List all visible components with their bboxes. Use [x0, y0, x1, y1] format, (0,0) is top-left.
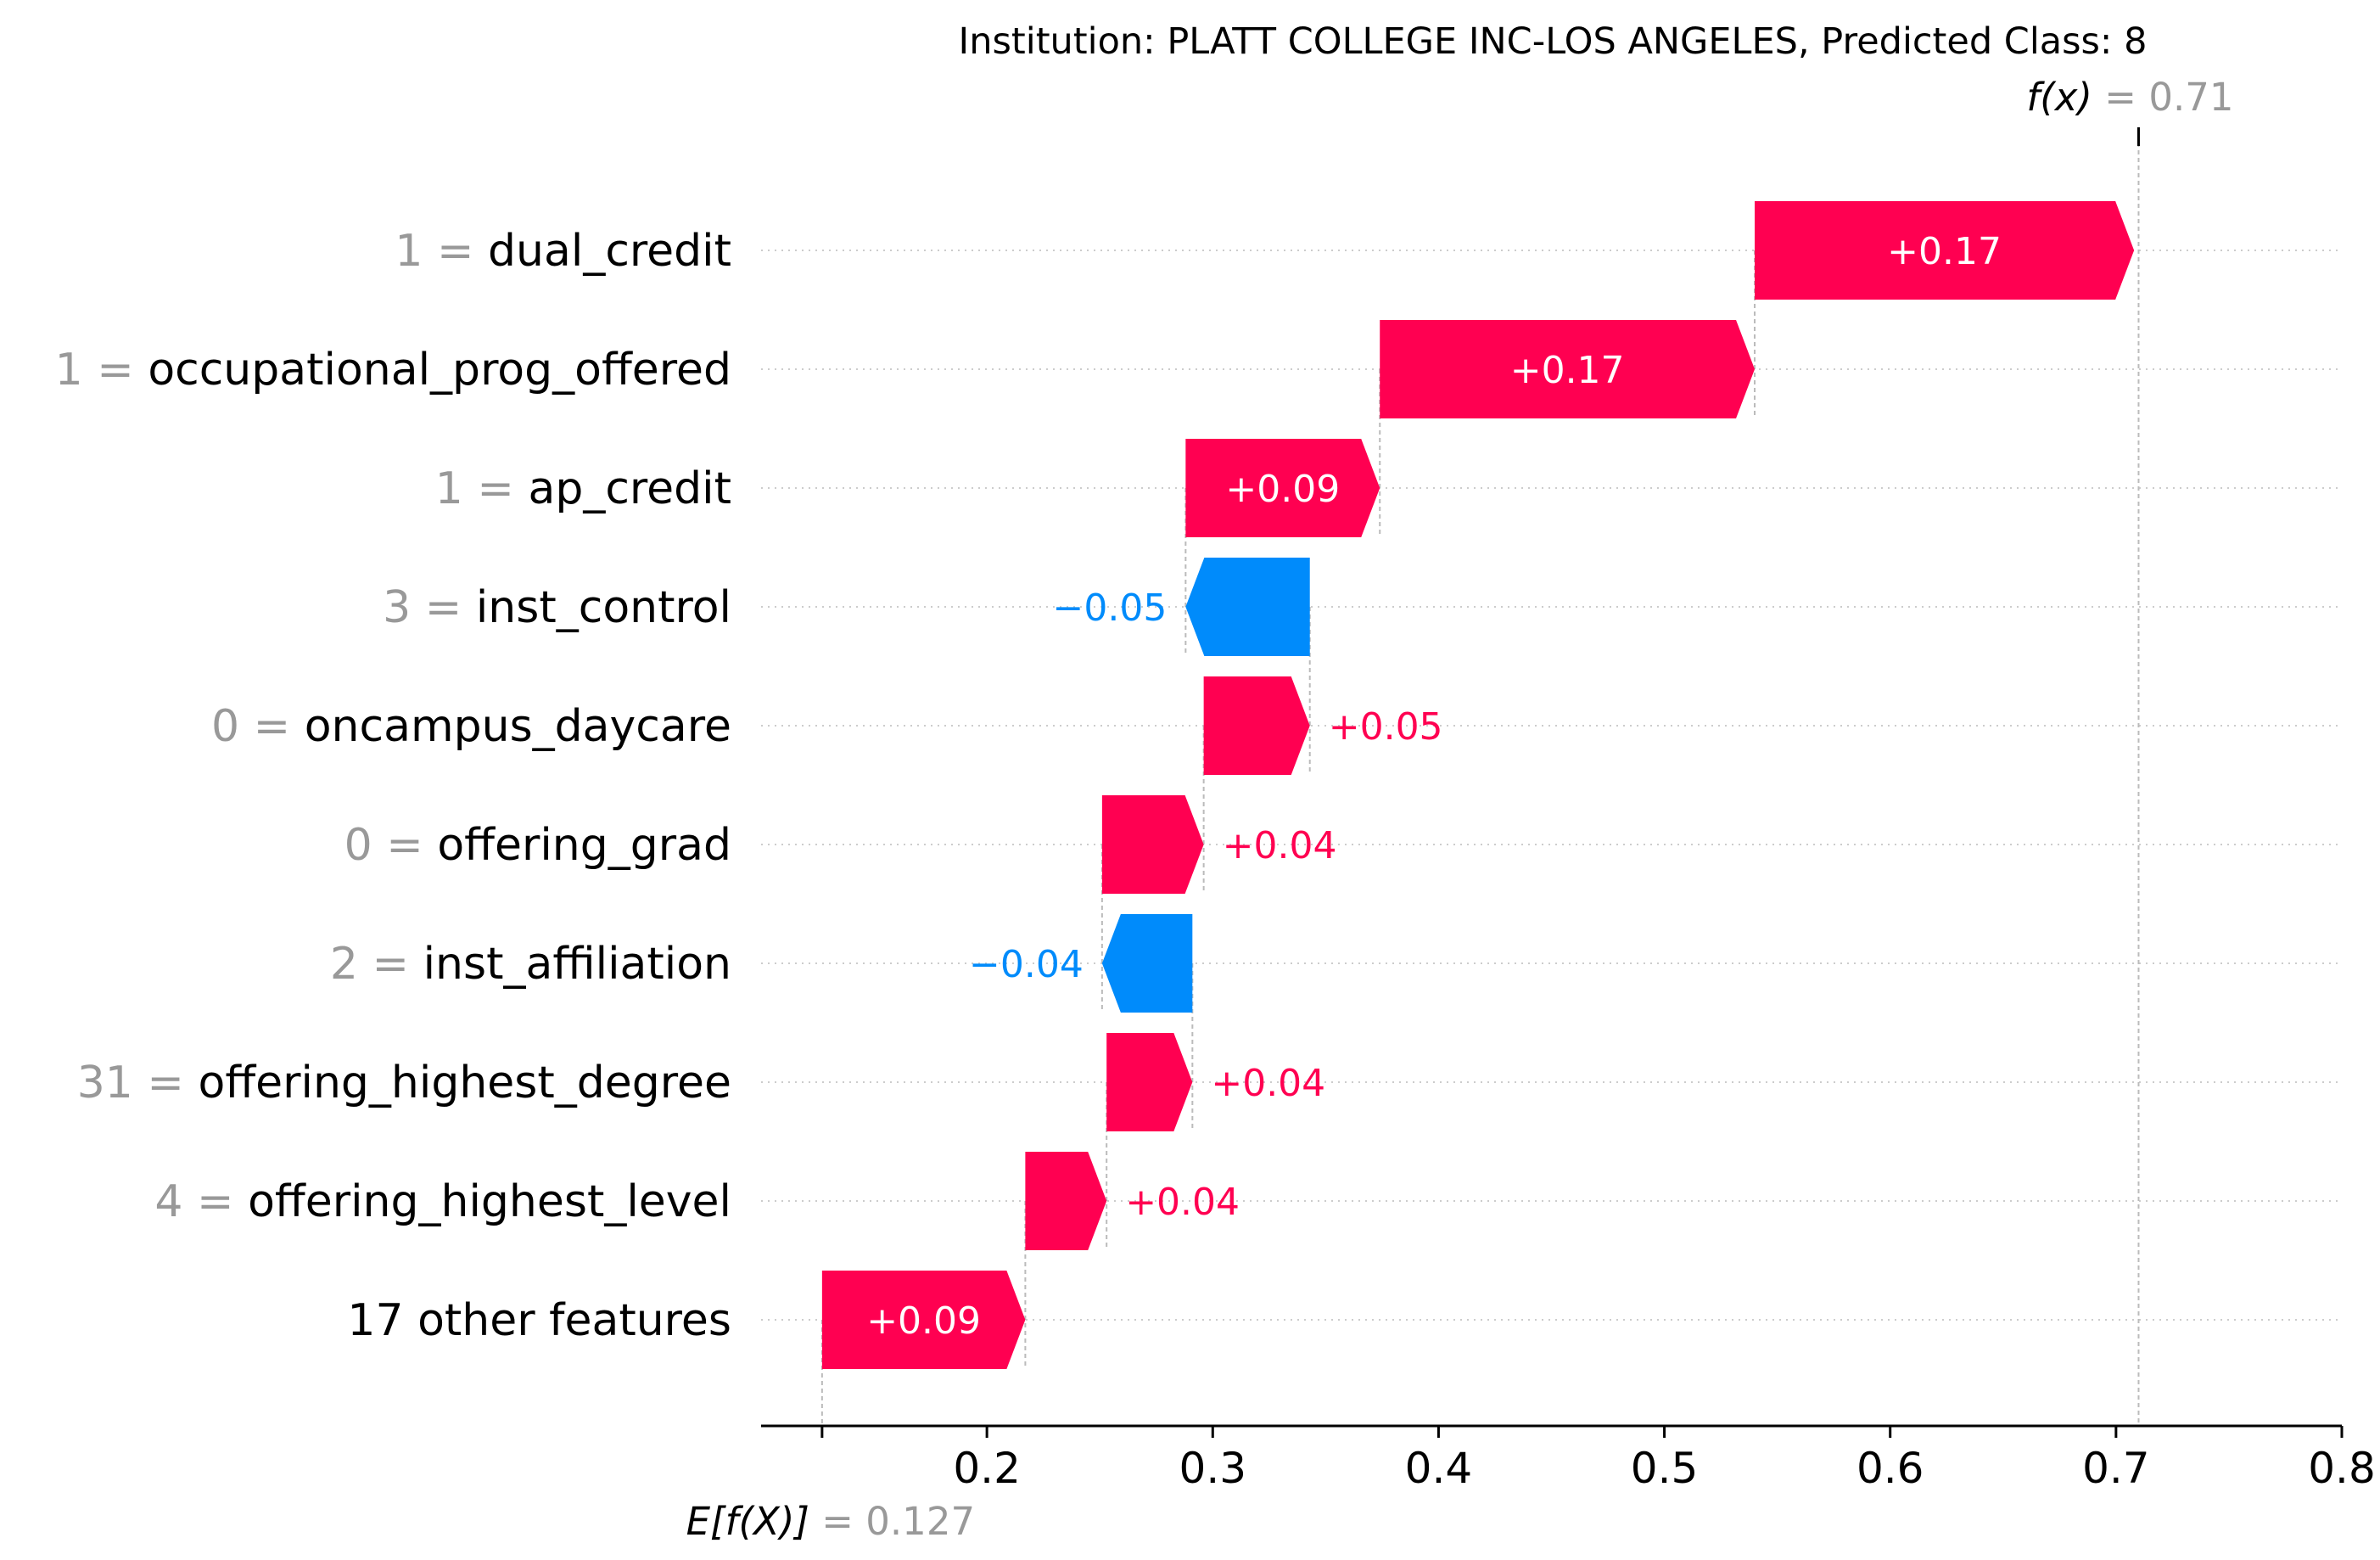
feature-value: 2 =: [330, 939, 423, 990]
bar-value-label: −0.04: [969, 943, 1084, 986]
bar-ap-credit: [1185, 439, 1380, 537]
bar-value-label: +0.04: [1211, 1062, 1325, 1105]
bar-value-label: +0.04: [1223, 824, 1337, 867]
bar-occupational-prog-offered: [1380, 320, 1756, 418]
output-value-expression: f(x): [2026, 75, 2092, 120]
feature-label: 31 = offering_highest_degree: [77, 1058, 731, 1108]
feature-label: 4 = offering_highest_level: [154, 1176, 731, 1227]
x-tick-label: 0.6: [1856, 1444, 1924, 1493]
feature-name: offering_highest_level: [248, 1176, 731, 1227]
feature-name: dual_credit: [488, 226, 731, 277]
bar-inst-affiliation: [1101, 914, 1193, 1013]
feature-label: 1 = ap_credit: [435, 463, 731, 514]
x-tick-label: 0.3: [1179, 1444, 1247, 1493]
feature-name: occupational_prog_offered: [148, 345, 731, 396]
x-tick-label: 0.2: [953, 1444, 1021, 1493]
bar-offering-grad: [1101, 795, 1204, 894]
feature-value: 0 =: [344, 820, 438, 871]
feature-value: 3 =: [383, 582, 476, 633]
feature-label: 3 = inst_control: [383, 582, 731, 633]
bars: +0.17 +0.17 +0.09 −0.05 +0.05 +0.04 −0.04 +0.04…: [821, 201, 2135, 1369]
base-value-text: E[f(X)] = 0.127: [686, 1499, 975, 1544]
x-tick-label: 0.5: [1631, 1444, 1699, 1493]
feature-name: inst_affiliation: [423, 939, 731, 990]
x-tick-label: 0.7: [2082, 1444, 2150, 1493]
reference-lines: [820, 127, 2140, 1426]
bar-value-label: +0.05: [1329, 705, 1443, 749]
x-axis: 0.2 0.3 0.4 0.5 0.6 0.7 0.8: [761, 1424, 2376, 1493]
x-tick-label: 0.8: [2308, 1444, 2376, 1493]
bar-value-label: +0.17: [1887, 230, 2002, 273]
feature-value: 31 =: [77, 1058, 199, 1108]
feature-label: 0 = offering_grad: [344, 820, 731, 871]
bar-dual-credit: [1755, 201, 2135, 300]
bar-offering-highest-level: [1025, 1152, 1107, 1250]
base-value-label: E[f(X)] = 0.127: [686, 1499, 975, 1544]
feature-label: 17 other features: [347, 1295, 731, 1346]
feature-name: offering_highest_degree: [199, 1058, 732, 1108]
bar-oncampus-daycare: [1203, 676, 1310, 775]
feature-value: 1 =: [435, 463, 529, 514]
feature-name: oncampus_daycare: [305, 701, 731, 752]
feature-value: 4 =: [154, 1176, 248, 1227]
feature-name: inst_control: [476, 582, 731, 633]
feature-label: 1 = occupational_prog_offered: [55, 345, 731, 396]
bar-value-label: +0.09: [866, 1299, 981, 1343]
bar-inst-control: [1185, 558, 1310, 656]
bar-value-label: +0.09: [1225, 468, 1340, 511]
feature-name: 17 other features: [347, 1295, 731, 1346]
feature-name: ap_credit: [528, 463, 731, 514]
feature-name: offering_grad: [437, 820, 731, 871]
bar-value-label: −0.05: [1053, 586, 1168, 630]
bar-17-other-features: [821, 1271, 1026, 1369]
feature-value: 1 =: [55, 345, 148, 396]
base-value-number: = 0.127: [809, 1499, 975, 1544]
bar-value-label: +0.17: [1510, 349, 1625, 392]
feature-value: 1 =: [395, 226, 488, 277]
x-tick-label: 0.4: [1405, 1444, 1473, 1493]
bar-value-label: +0.04: [1125, 1181, 1240, 1224]
output-value-number: = 0.71: [2092, 75, 2234, 120]
bar-offering-highest-degree: [1106, 1033, 1193, 1131]
output-value-label: f(x) = 0.71: [2026, 75, 2233, 120]
chart-title: Institution: PLATT COLLEGE INC-LOS ANGEL…: [959, 20, 2148, 63]
feature-label: 1 = dual_credit: [395, 226, 731, 277]
feature-value: 0 =: [211, 701, 305, 752]
feature-label: 0 = oncampus_daycare: [211, 701, 731, 752]
base-value-expression: E[f(X)]: [686, 1499, 809, 1544]
feature-label: 2 = inst_affiliation: [330, 939, 731, 990]
output-value-text: f(x) = 0.71: [2026, 75, 2233, 120]
